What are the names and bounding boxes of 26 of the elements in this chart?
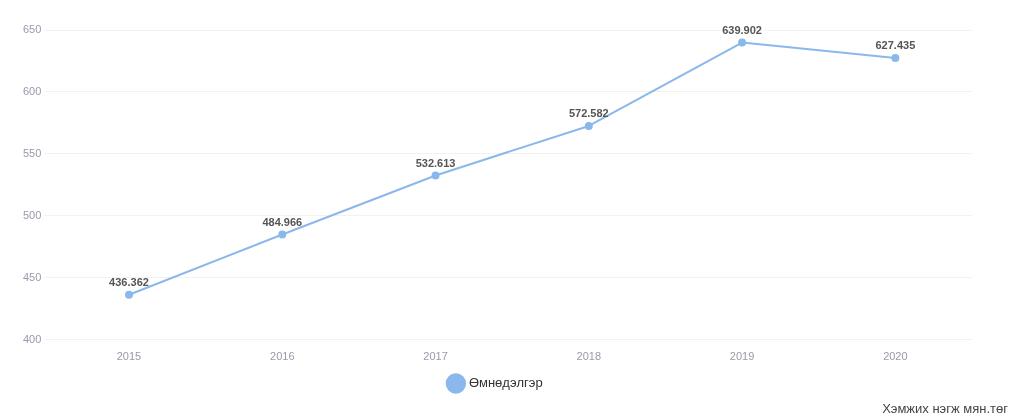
legend-label: Өмнөдэлгэр bbox=[468, 375, 543, 391]
point bbox=[891, 53, 900, 62]
point bbox=[124, 290, 133, 299]
point bbox=[278, 230, 287, 239]
data-label: 639.902 bbox=[722, 24, 762, 37]
y-tick-label: 650 bbox=[22, 23, 42, 36]
x-tick-label: 2020 bbox=[883, 350, 908, 363]
point bbox=[584, 121, 593, 130]
x-tick-label: 2015 bbox=[116, 350, 142, 363]
x-tick-label: 2019 bbox=[729, 350, 755, 363]
text: Хэмжих нэгж мян.төг bbox=[882, 401, 1008, 416]
y-tick-label: 400 bbox=[22, 332, 42, 345]
point bbox=[431, 171, 440, 180]
y-tick-label: 450 bbox=[22, 270, 42, 283]
y-tick-label: 500 bbox=[22, 208, 42, 221]
x-tick-label: 2016 bbox=[270, 350, 295, 363]
data-label: 484.966 bbox=[262, 216, 303, 229]
data-label: 627.435 bbox=[875, 39, 916, 52]
data-label: 436.362 bbox=[109, 276, 149, 289]
data-label: 572.582 bbox=[568, 107, 609, 120]
x-tick-label: 2017 bbox=[423, 350, 448, 363]
y-tick-label: 550 bbox=[22, 146, 42, 159]
data-label: 532.613 bbox=[415, 157, 456, 169]
x-tick-label: 2018 bbox=[576, 350, 602, 363]
y-tick-label: 600 bbox=[22, 84, 42, 97]
point bbox=[738, 38, 747, 47]
